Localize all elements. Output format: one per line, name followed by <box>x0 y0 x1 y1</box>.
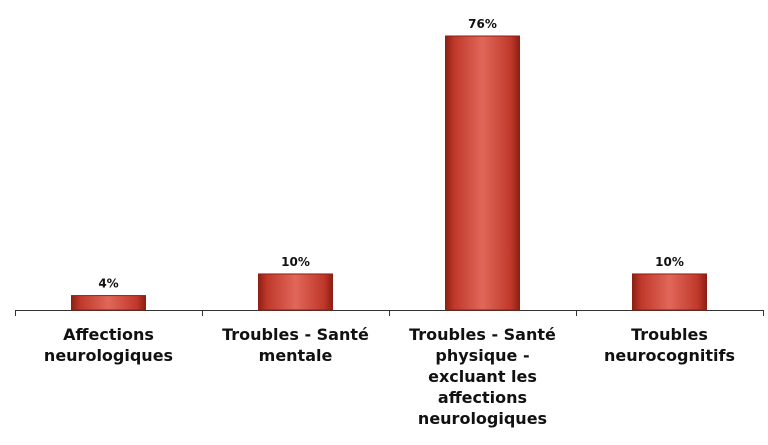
bar <box>445 35 520 311</box>
category-label: Troubles - Santé mentale <box>222 325 369 365</box>
data-label: 10% <box>655 255 684 269</box>
category-label: Affections neurologiques <box>43 325 174 365</box>
category-label: Troubles - Santé physique - excluant les… <box>409 325 556 428</box>
data-label: 4% <box>98 277 118 291</box>
data-label: 76% <box>468 17 497 31</box>
data-labels: 4% 10% 76% 10% <box>98 17 684 291</box>
bar <box>258 273 333 311</box>
bars <box>71 35 707 311</box>
data-label: 10% <box>281 255 310 269</box>
bar <box>71 295 146 311</box>
bar <box>632 273 707 311</box>
category-label: Troubles neurocognitifs <box>604 325 735 365</box>
x-axis-ticks <box>15 310 764 316</box>
